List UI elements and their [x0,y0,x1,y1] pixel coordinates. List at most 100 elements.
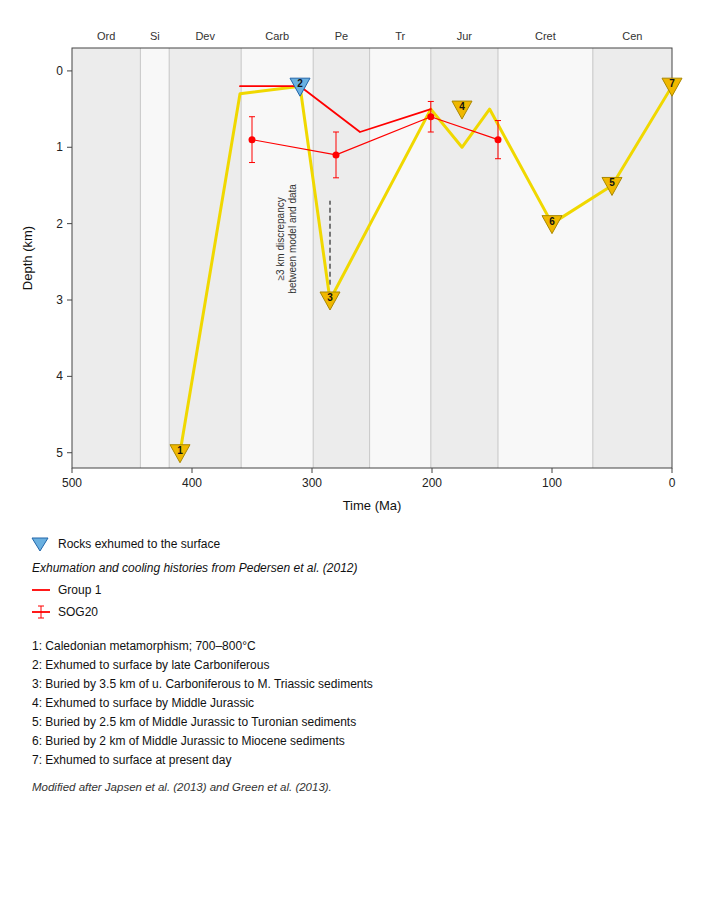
x-tick [552,468,553,473]
error-cap [333,177,339,178]
y-tick-label: 4 [56,369,63,383]
period-name: Dev [195,30,215,42]
period-name: Carb [265,30,289,42]
legend-error-cap [38,606,44,607]
chart: OrdSiDevCarbPeTrJurCretCen50040030020010… [0,0,704,908]
period-divider [369,48,370,468]
y-tick [67,147,72,148]
reference-line [330,201,331,285]
period-shading [72,48,672,468]
plot-frame [72,48,672,468]
period-name: Ord [97,30,115,42]
note: 4: Exhumed to surface by Middle Jurassic [32,696,254,710]
error-cap [495,120,501,121]
period-band [370,48,431,468]
node-label: 6 [549,216,555,227]
note: 5: Buried by 2.5 km of Middle Jurassic t… [32,715,356,729]
period-name: Jur [457,30,473,42]
node-triangle [602,177,622,195]
y-tick-label: 2 [56,217,63,231]
period-divider [241,48,242,468]
period-divider [498,48,499,468]
y-tick-label: 5 [56,446,63,460]
y-tick [67,300,72,301]
node-triangle [542,216,562,234]
node-triangle [662,78,682,96]
period-divider [313,48,314,468]
period-name: Si [150,30,160,42]
annotation: ≥3 km discrepancybetween model and data [275,184,298,294]
period-band [169,48,241,468]
series-line [252,117,498,155]
legend: Rocks exhumed to the surface Exhumation a… [32,537,358,619]
period-divider [592,48,593,468]
legend-label: Group 1 [58,583,102,597]
period-divider [430,48,431,468]
node-label: 1 [177,445,183,456]
x-tick-label: 200 [422,476,442,490]
x-tick-label: 300 [302,476,322,490]
legend-error [41,606,42,618]
legend-symbol [32,538,48,551]
y-tick [67,223,72,224]
y-tick [67,70,72,71]
period-name: Cen [622,30,642,42]
legend-label: Rocks exhumed to the surface [58,537,220,551]
error-cap [333,132,339,133]
error-bar [428,101,434,132]
series-point [249,136,256,143]
series-line [180,86,672,453]
node-label: 5 [609,177,615,188]
period-name: Pe [335,30,348,42]
error-cap [428,132,434,133]
node-triangle [320,292,340,310]
x-axis-label: Time (Ma) [343,498,402,513]
x-tick-label: 0 [669,476,676,490]
annotation-line: between model and data [287,184,298,294]
legend-title: Exhumation and cooling histories from Pe… [32,561,358,575]
x-tick [72,468,73,473]
period-band [72,48,140,468]
x-tick-label: 100 [542,476,562,490]
y-axis-label: Depth (km) [20,226,35,290]
period-band [498,48,593,468]
error-cap [249,116,255,117]
error-cap [495,158,501,159]
period-divider [169,48,170,468]
note: 7: Exhumed to surface at present day [32,753,231,767]
error-cap [428,101,434,102]
note: 1: Caledonian metamorphism; 700–800°C [32,639,256,653]
x-tick [192,468,193,473]
source: Modified after Japsen et al. (2013) and … [32,781,332,793]
annotation-line: ≥3 km discrepancy [275,197,286,280]
node-label: 7 [669,78,675,89]
period-band [140,48,169,468]
y-tick-label: 1 [56,140,63,154]
error-cap [249,162,255,163]
legend-line [32,589,50,591]
note: 2: Exhumed to surface by late Carbonifer… [32,658,269,672]
legend-error-cap [38,618,44,619]
series-point [495,136,502,143]
node-label: 4 [459,101,465,112]
note: 3: Buried by 3.5 km of u. Carboniferous … [32,677,373,691]
x-tick [432,468,433,473]
x-tick [672,468,673,473]
y-tick-label: 0 [56,64,63,78]
legend-label: SOG20 [58,605,98,619]
period-band [593,48,672,468]
note: 6: Buried by 2 km of Middle Jurassic to … [32,734,345,748]
error-bar [333,132,339,178]
error-bar [249,117,255,163]
data-layer [180,86,672,453]
y-tick [67,376,72,377]
y-tick-label: 3 [56,293,63,307]
period-divider [140,48,141,468]
node-triangle [452,101,472,119]
period-band [313,48,369,468]
series-line [240,86,431,132]
x-tick-label: 400 [182,476,202,490]
series-point [333,151,340,158]
x-tick [312,468,313,473]
node-triangle [290,78,310,96]
